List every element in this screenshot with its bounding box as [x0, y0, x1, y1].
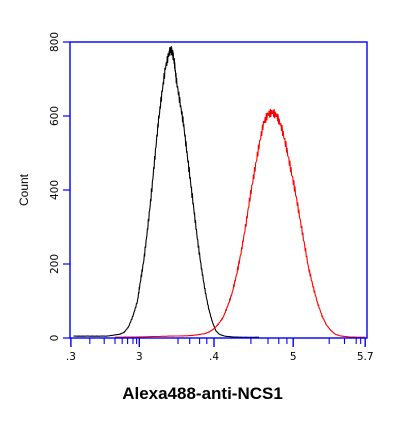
y-tick-label: 600 — [49, 106, 61, 126]
x-tick-label: .3 — [66, 351, 76, 363]
x-tick-label: 5.7 — [357, 351, 374, 363]
x-tick-label: 3 — [136, 351, 143, 363]
curves-layer — [73, 46, 366, 338]
y-tick-label: 200 — [49, 254, 61, 274]
histogram-line-1 — [73, 46, 260, 338]
y-tick-label: 800 — [49, 32, 61, 52]
x-tick-label: 5 — [290, 351, 297, 363]
y-tick-label: 400 — [49, 180, 61, 200]
x-axis-title: Alexa488-anti-NCS1 — [122, 384, 283, 403]
y-axis: 0 200 400 600 800 — [49, 32, 70, 341]
histogram-line-2 — [115, 108, 366, 338]
plot-frame — [69, 41, 368, 339]
y-tick-label: 0 — [49, 335, 61, 342]
x-tick-label: .4 — [209, 351, 219, 363]
x-axis: .3 3 .4 5 5.7 — [66, 338, 374, 363]
y-axis-title: Count — [17, 173, 31, 206]
